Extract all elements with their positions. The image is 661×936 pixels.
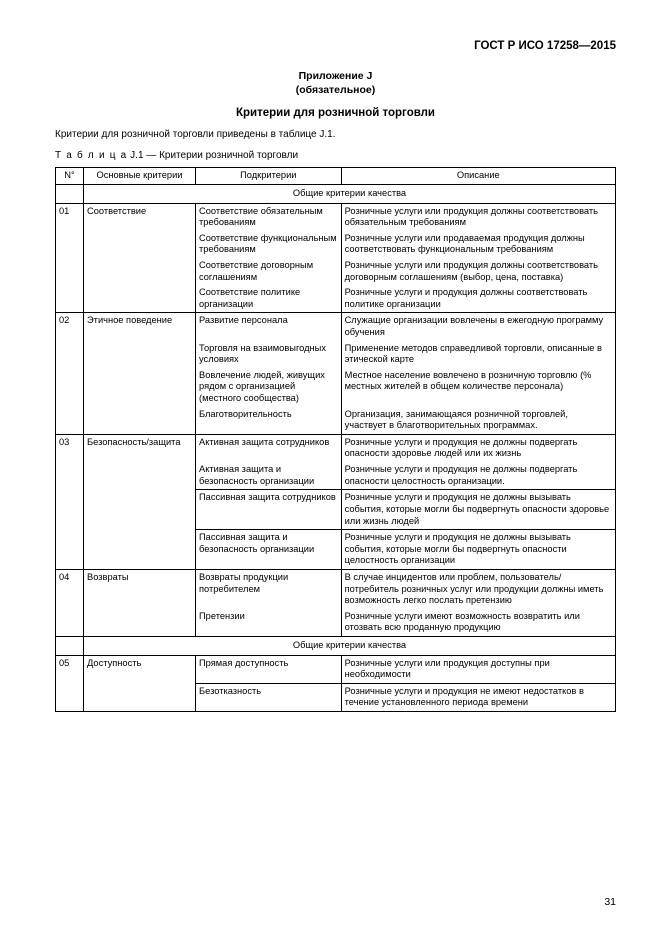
row-num: 01 (56, 203, 84, 231)
table-row: Благотворительность Организация, занимаю… (56, 407, 616, 435)
criteria-table: N° Основные критерии Подкритерии Описани… (55, 167, 616, 712)
document-id: ГОСТ Р ИСО 17258—2015 (55, 40, 616, 52)
row-sub: Претензии (196, 609, 342, 637)
row-desc: Розничные услуги и продукция не имеют не… (341, 683, 615, 711)
table-row: 01 Соответствие Соответствие обязательны… (56, 203, 616, 231)
row-main: Возвраты (84, 569, 196, 608)
row-main: Этичное поведение (84, 313, 196, 341)
row-desc: Применение методов справедливой торговли… (341, 341, 615, 368)
table-row: Торговля на взаимовыгодных условиях Прим… (56, 341, 616, 368)
table-row: Вовлечение людей, живущих рядом с органи… (56, 368, 616, 407)
row-desc: Розничные услуги или продаваемая продукц… (341, 231, 615, 258)
row-sub: Соответствие функциональным требованиям (196, 231, 342, 258)
row-sub: Соответствие политике организации (196, 285, 342, 313)
row-sub: Соответствие договорным соглашениям (196, 258, 342, 285)
table-row: 02 Этичное поведение Развитие персонала … (56, 313, 616, 341)
row-desc: Розничные услуги и продукция не должны в… (341, 530, 615, 570)
row-desc: Служащие организации вовлечены в ежегодн… (341, 313, 615, 341)
row-desc: Розничные услуги или продукция должны со… (341, 203, 615, 231)
section-title: Критерии для розничной торговли (55, 107, 616, 119)
row-desc: Розничные услуги имеют возможность возвр… (341, 609, 615, 637)
row-sub: Пассивная защита и безопасность организа… (196, 530, 342, 570)
row-desc: В случае инцидентов или проблем, пользов… (341, 569, 615, 608)
row-desc: Розничные услуги и продукция не должны п… (341, 434, 615, 462)
row-desc: Местное население вовлечено в розничную … (341, 368, 615, 407)
table-caption-word: Т а б л и ц а (55, 150, 127, 161)
appendix-line2: (обязательное) (296, 84, 376, 96)
row-main: Безопасность/защита (84, 434, 196, 462)
row-sub: Вовлечение людей, живущих рядом с органи… (196, 368, 342, 407)
table-row: Безотказность Розничные услуги и продукц… (56, 683, 616, 711)
table-row: Пассивная защита сотрудников Розничные у… (56, 490, 616, 530)
table-caption-rest: J.1 — Критерии розничной торговли (127, 150, 298, 161)
table-row: Соответствие политике организации Рознич… (56, 285, 616, 313)
row-num: 05 (56, 655, 84, 683)
row-desc: Розничные услуги и продукция не должны п… (341, 462, 615, 490)
col-main: Основные критерии (84, 168, 196, 185)
page: ГОСТ Р ИСО 17258—2015 Приложение J (обяз… (0, 0, 661, 936)
appendix-line1: Приложение J (299, 70, 373, 82)
row-desc: Розничные услуги и продукция не должны в… (341, 490, 615, 530)
table-row: Претензии Розничные услуги имеют возможн… (56, 609, 616, 637)
row-sub: Соответствие обязательным требованиям (196, 203, 342, 231)
row-sub: Безотказность (196, 683, 342, 711)
row-sub: Торговля на взаимовыгодных условиях (196, 341, 342, 368)
section-heading-row: Общие критерии качества (56, 637, 616, 656)
section-heading-row: Общие критерии качества (56, 184, 616, 203)
intro-text: Критерии для розничной торговли приведен… (55, 129, 616, 140)
row-desc: Розничные услуги или продукция должны со… (341, 258, 615, 285)
table-row: Соответствие договорным соглашениям Розн… (56, 258, 616, 285)
table-row: 04 Возвраты Возвраты продукции потребите… (56, 569, 616, 608)
col-desc: Описание (341, 168, 615, 185)
row-main: Соответствие (84, 203, 196, 231)
row-num: 02 (56, 313, 84, 341)
table-row: Пассивная защита и безопасность организа… (56, 530, 616, 570)
row-desc: Организация, занимающаяся розничной торг… (341, 407, 615, 435)
table-row: 03 Безопасность/защита Активная защита с… (56, 434, 616, 462)
row-num: 04 (56, 569, 84, 608)
row-sub: Активная защита и безопасность организац… (196, 462, 342, 490)
page-number: 31 (604, 896, 616, 908)
row-desc: Розничные услуги или продукция доступны … (341, 655, 615, 683)
row-sub: Развитие персонала (196, 313, 342, 341)
table-row: 05 Доступность Прямая доступность Рознич… (56, 655, 616, 683)
col-sub: Подкритерии (196, 168, 342, 185)
appendix-title: Приложение J (обязательное) (55, 70, 616, 97)
row-sub: Благотворительность (196, 407, 342, 435)
section-head-2: Общие критерии качества (84, 637, 616, 656)
row-main: Доступность (84, 655, 196, 683)
row-num: 03 (56, 434, 84, 462)
row-sub: Активная защита сотрудников (196, 434, 342, 462)
row-desc: Розничные услуги и продукция должны соот… (341, 285, 615, 313)
table-row: Соответствие функциональным требованиям … (56, 231, 616, 258)
col-num: N° (56, 168, 84, 185)
table-row: Активная защита и безопасность организац… (56, 462, 616, 490)
section-head-1: Общие критерии качества (84, 184, 616, 203)
table-caption: Т а б л и ц а J.1 — Критерии розничной т… (55, 150, 616, 161)
row-sub: Пассивная защита сотрудников (196, 490, 342, 530)
row-sub: Возвраты продукции потребителем (196, 569, 342, 608)
row-sub: Прямая доступность (196, 655, 342, 683)
table-header-row: N° Основные критерии Подкритерии Описани… (56, 168, 616, 185)
